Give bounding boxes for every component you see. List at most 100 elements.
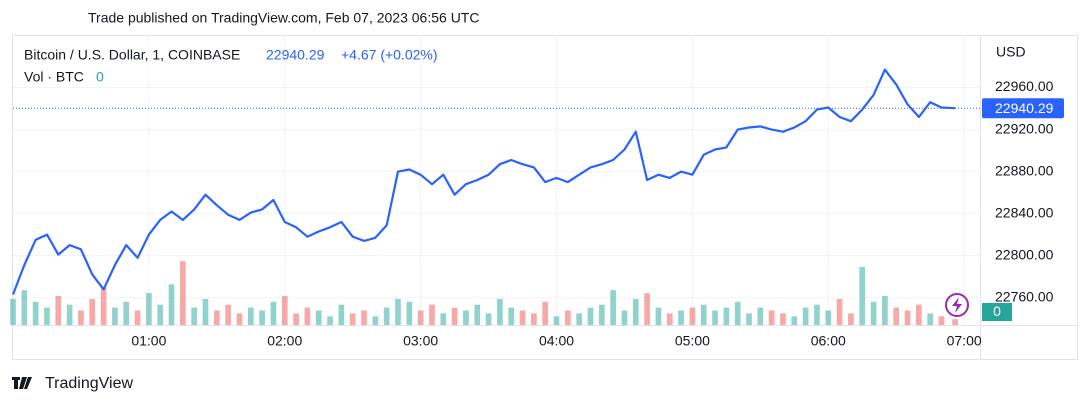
volume-bar: [610, 290, 616, 325]
x-tick-label: 03:00: [403, 333, 438, 349]
volume-bar: [565, 310, 571, 325]
volume-bar: [55, 296, 62, 325]
volume-bar: [429, 304, 435, 325]
volume-bar: [157, 304, 164, 325]
logo: [14, 377, 32, 389]
volume-bar: [802, 307, 809, 325]
y-tick-label: 22840.00: [995, 204, 1054, 220]
volume-bar: [746, 313, 752, 325]
volume-bar: [644, 293, 650, 325]
x-tick-label: 06:00: [811, 333, 846, 349]
y-tick-label: 22800.00: [995, 246, 1054, 262]
symbol: Bitcoin / U.S. Dollar, 1, COINBASE: [24, 47, 240, 63]
volume-bar: [383, 307, 390, 325]
volume-bar: [952, 319, 958, 325]
volume-bar: [293, 313, 299, 325]
volume-bar: [168, 284, 175, 325]
volume-bar: [89, 298, 96, 325]
volume-bar: [281, 296, 288, 325]
legend-price: 22940.29: [266, 47, 325, 63]
volume-bar: [225, 304, 231, 325]
volume-bar: [700, 304, 707, 325]
volume-bar: [44, 307, 50, 325]
volume-bar: [791, 316, 798, 325]
x-tick-label: 04:00: [539, 333, 574, 349]
volume-bar: [712, 310, 718, 325]
last-price-label: 22940.29: [995, 100, 1054, 116]
volume-bar: [474, 304, 481, 325]
volume-bar: [519, 310, 526, 325]
volume-bar: [66, 304, 73, 325]
y-tick-label: 22880.00: [995, 162, 1054, 178]
volume-bar: [112, 307, 118, 325]
volume-badge: [982, 303, 1012, 321]
volume-bar: [938, 316, 945, 325]
volume-bar: [587, 307, 594, 325]
volume-bar: [32, 301, 39, 325]
volume-bar: [927, 313, 934, 325]
volume-label: Vol · BTC: [24, 69, 84, 85]
volume-bar: [463, 310, 469, 325]
y-tick-label: 22960.00: [995, 78, 1054, 94]
volume-bar: [836, 298, 843, 325]
y-tick-label: 22760.00: [995, 288, 1054, 304]
volume-bar: [146, 293, 152, 325]
volume-bar: [10, 298, 16, 325]
volume-bar: [134, 310, 141, 325]
x-tick-label: 05:00: [675, 333, 710, 349]
volume-bar: [904, 310, 911, 325]
last-price-badge: [982, 98, 1064, 119]
volume-bar: [497, 298, 503, 325]
volume-bar: [270, 301, 277, 325]
frame: [12, 35, 1078, 360]
volume-bar: [621, 310, 628, 325]
volume-bar: [349, 313, 356, 325]
volume-bar: [406, 301, 413, 325]
volume-bar: [780, 313, 786, 325]
footer: TradingView: [45, 375, 133, 392]
volume-bar: [440, 313, 447, 325]
volume-bar: [21, 290, 28, 325]
volume-bar: [848, 313, 854, 325]
volume-bar: [395, 298, 401, 325]
volume-bar: [327, 316, 333, 325]
volume-bar: [417, 310, 424, 325]
volume-bar: [236, 313, 243, 325]
volume-bar: [598, 304, 605, 325]
volume-bar: [666, 313, 673, 325]
volume-bar: [553, 316, 560, 325]
volume-bar: [542, 301, 549, 325]
volume-bar: [180, 261, 186, 325]
legend-change: +4.67 (+0.02%): [341, 47, 438, 63]
volume-bar: [508, 307, 515, 325]
volume-bar: [757, 307, 764, 325]
volume-bar: [893, 307, 900, 325]
volume-bar: [372, 316, 379, 325]
volume-bar: [531, 313, 537, 325]
x-tick-label: 02:00: [267, 333, 302, 349]
volume-bar: [882, 296, 888, 325]
volume-badge-value: 0: [993, 303, 1001, 319]
volume-bar: [485, 313, 492, 325]
volume-bar: [576, 313, 582, 325]
volume-bar: [723, 307, 730, 325]
volume-bar: [213, 310, 220, 325]
volume-bar: [191, 307, 198, 325]
x-tick-label: 01:00: [131, 333, 166, 349]
price-line: [11, 68, 956, 295]
volume-bar: [859, 267, 866, 325]
volume-bar: [259, 310, 265, 325]
volume-bar: [202, 298, 209, 325]
volume-bar: [304, 307, 311, 325]
volume-bar: [655, 307, 662, 325]
y-tick-label: 22920.00: [995, 120, 1054, 136]
volume-bar: [734, 301, 741, 325]
volume-bar: [814, 304, 820, 325]
volume-bar: [78, 310, 84, 325]
volume-bar: [100, 287, 107, 325]
alert-icon: [952, 297, 962, 313]
volume-bar: [247, 307, 254, 325]
volume-bar: [338, 304, 345, 325]
volume-bar: [870, 301, 877, 325]
